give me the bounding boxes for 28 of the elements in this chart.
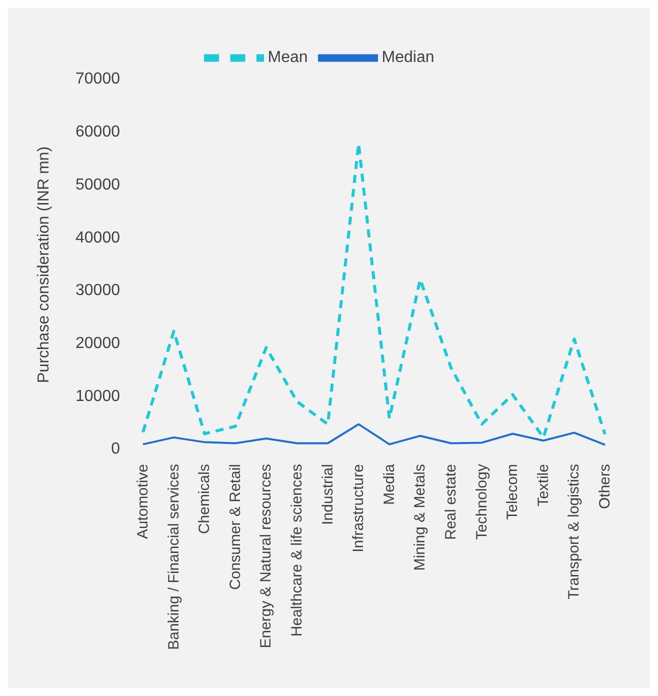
x-tick-label: Telecom xyxy=(504,464,522,520)
y-tick-label: 40000 xyxy=(76,229,120,246)
y-tick-label: 10000 xyxy=(76,388,120,405)
x-tick-label: Healthcare & life sciences xyxy=(288,464,306,637)
x-tick-label: Mining & Metals xyxy=(412,464,429,571)
y-tick-label: 20000 xyxy=(76,334,120,352)
x-tick-label: Real estate xyxy=(442,464,460,540)
x-tick-label: Energy & Natural resources xyxy=(258,464,275,648)
y-axis-title: Purchase consideration (INR mn) xyxy=(36,146,53,383)
y-tick-label: 0 xyxy=(111,440,120,458)
x-tick-label: Consumer & Retail xyxy=(226,464,244,590)
line-series xyxy=(142,423,606,446)
x-tick-label: Media xyxy=(380,463,398,505)
x-tick-label: Textile xyxy=(534,464,552,507)
x-tick-label: Others xyxy=(596,464,614,510)
y-tick-label: 70000 xyxy=(76,70,120,88)
x-tick-label: Infrastructure xyxy=(350,464,368,552)
legend-label: Mean xyxy=(268,49,308,66)
y-tick-label: 60000 xyxy=(76,124,120,141)
x-tick-label: Automotive xyxy=(134,464,152,540)
x-tick-label: Transport & logistics xyxy=(566,464,583,600)
y-tick-label: 50000 xyxy=(76,176,120,194)
x-tick-label: Industrial xyxy=(319,464,336,525)
legend-label: Median xyxy=(382,49,434,66)
x-tick-label: Chemicals xyxy=(196,464,214,534)
x-tick-label: Technology xyxy=(473,464,490,540)
x-tick-label: Banking / Financial services xyxy=(165,464,182,650)
y-tick-label: 30000 xyxy=(76,282,120,300)
